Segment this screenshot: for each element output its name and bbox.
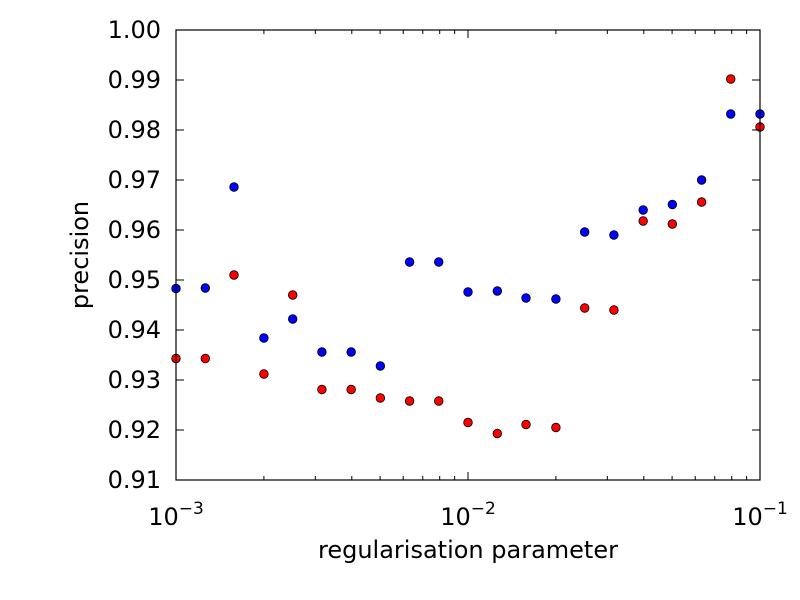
data-point xyxy=(434,396,444,406)
y-tick-label: 0.97 xyxy=(108,166,161,194)
data-point xyxy=(551,294,561,304)
y-tick-label: 0.96 xyxy=(108,216,161,244)
data-point xyxy=(551,422,561,433)
data-point xyxy=(638,216,648,226)
y-tick-labels: 0.91 0.92 0.93 0.94 0.95 0.96 0.97 0.98 0.99 1.00 xyxy=(108,16,161,494)
y-tick-label: 0.94 xyxy=(108,316,161,344)
data-point xyxy=(463,287,473,297)
data-point xyxy=(434,257,444,267)
data-point xyxy=(667,199,678,210)
data-point xyxy=(696,197,707,207)
data-point xyxy=(317,347,327,357)
data-point xyxy=(521,293,531,303)
y-tick-label: 1.00 xyxy=(108,16,161,44)
data-points xyxy=(171,74,765,439)
data-point xyxy=(346,384,356,395)
data-point xyxy=(200,353,211,364)
y-tick-label: 0.98 xyxy=(108,116,161,144)
data-point xyxy=(317,384,327,395)
data-point xyxy=(200,283,211,293)
x-tick-label: 10−2 xyxy=(440,499,496,531)
data-point xyxy=(375,393,386,403)
y-axis-label: precision xyxy=(66,201,94,309)
data-point xyxy=(229,270,239,280)
y-tick-label: 0.93 xyxy=(108,366,161,394)
data-point xyxy=(404,257,415,267)
data-point xyxy=(259,333,269,343)
data-point xyxy=(492,428,503,439)
data-point xyxy=(609,230,619,240)
data-point xyxy=(259,369,269,379)
data-point xyxy=(492,286,503,296)
data-point xyxy=(667,219,678,229)
x-axis-label: regularisation parameter xyxy=(318,536,618,564)
y-tick-label: 0.95 xyxy=(108,266,161,294)
data-point xyxy=(346,347,356,357)
data-point xyxy=(463,417,473,428)
data-point xyxy=(609,305,619,315)
data-point xyxy=(696,175,707,185)
series-0 xyxy=(171,109,765,371)
data-point xyxy=(726,74,736,84)
data-point xyxy=(726,109,736,119)
axis-ticks xyxy=(175,29,761,481)
data-point xyxy=(288,290,298,300)
data-point xyxy=(404,396,415,406)
plot-frame xyxy=(175,29,761,481)
data-point xyxy=(580,303,590,313)
data-point xyxy=(521,419,531,430)
x-tick-labels: 10−3 10−2 10−1 xyxy=(148,499,788,531)
y-tick-label: 0.92 xyxy=(108,416,161,444)
x-tick-label: 10−1 xyxy=(732,499,788,531)
data-point xyxy=(229,182,239,192)
series-1 xyxy=(171,74,765,439)
data-point xyxy=(375,361,386,371)
data-point xyxy=(638,205,648,215)
x-tick-label: 10−3 xyxy=(148,499,204,531)
y-tick-label: 0.99 xyxy=(108,66,161,94)
data-point xyxy=(288,314,298,324)
y-tick-label: 0.91 xyxy=(108,466,161,494)
data-point xyxy=(580,227,590,237)
